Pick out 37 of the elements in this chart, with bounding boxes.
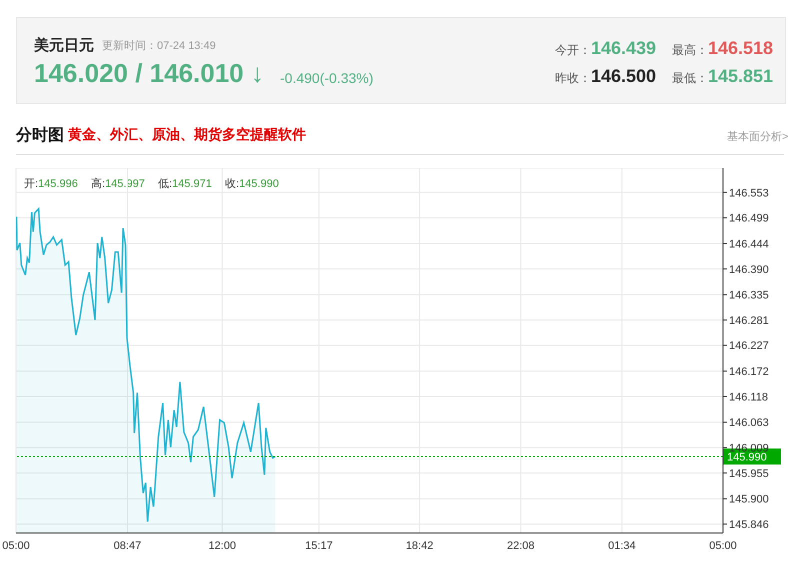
y-tick-label: 145.846 — [729, 518, 769, 531]
x-tick-label: 05:00 — [2, 540, 30, 552]
x-tick-label: 05:00 — [709, 540, 737, 552]
y-tick-label: 146.172 — [729, 366, 769, 378]
annotation: 高:145.997 — [91, 178, 145, 190]
text: 最低：145.851 — [672, 66, 774, 86]
y-tick-label: 146.335 — [729, 290, 769, 302]
y-tick-label: 145.900 — [729, 494, 769, 506]
y-tick-label: 146.118 — [729, 391, 768, 404]
text: 基本面分析> — [727, 130, 788, 144]
x-tick-label: 08:47 — [114, 540, 142, 552]
chart-title: 美元日元 — [34, 36, 94, 55]
x-tick-label: 22:08 — [506, 540, 534, 552]
text: 更新时间：07-24 13:49 — [102, 38, 216, 53]
annotation: 收:145.990 — [225, 178, 279, 190]
y-tick-label: 145.955 — [729, 468, 769, 480]
y-tick-label: 146.227 — [729, 340, 769, 352]
y-tick-label: 146.281 — [729, 314, 769, 327]
text: 昨收：146.500 — [555, 66, 656, 86]
text: -0.490(-0.33%) — [280, 70, 374, 86]
annotation: 低:145.971 — [158, 178, 212, 190]
x-tick-label: 01:34 — [608, 540, 636, 552]
text: 黄金、外汇、原油、期货多空提醒软件 — [68, 126, 306, 144]
x-tick-label: 15:17 — [305, 540, 333, 552]
y-tick-label: 146.390 — [729, 264, 769, 276]
text: 最高：146.518 — [672, 38, 774, 58]
ref-line-label: 145.990 — [727, 452, 767, 464]
text: 分时图 — [16, 126, 64, 146]
x-tick-label: 18:42 — [406, 540, 434, 552]
annotation: 开:145.996 — [24, 178, 78, 190]
text: 146.020 / 146.010 ↓ — [34, 58, 264, 89]
x-tick-label: 12:00 — [208, 540, 236, 552]
y-tick-label: 146.499 — [729, 212, 769, 225]
y-tick-label: 146.553 — [729, 187, 769, 200]
y-tick-label: 146.063 — [729, 417, 769, 430]
text: 今开：146.439 — [555, 38, 656, 58]
y-tick-label: 146.444 — [729, 238, 769, 250]
